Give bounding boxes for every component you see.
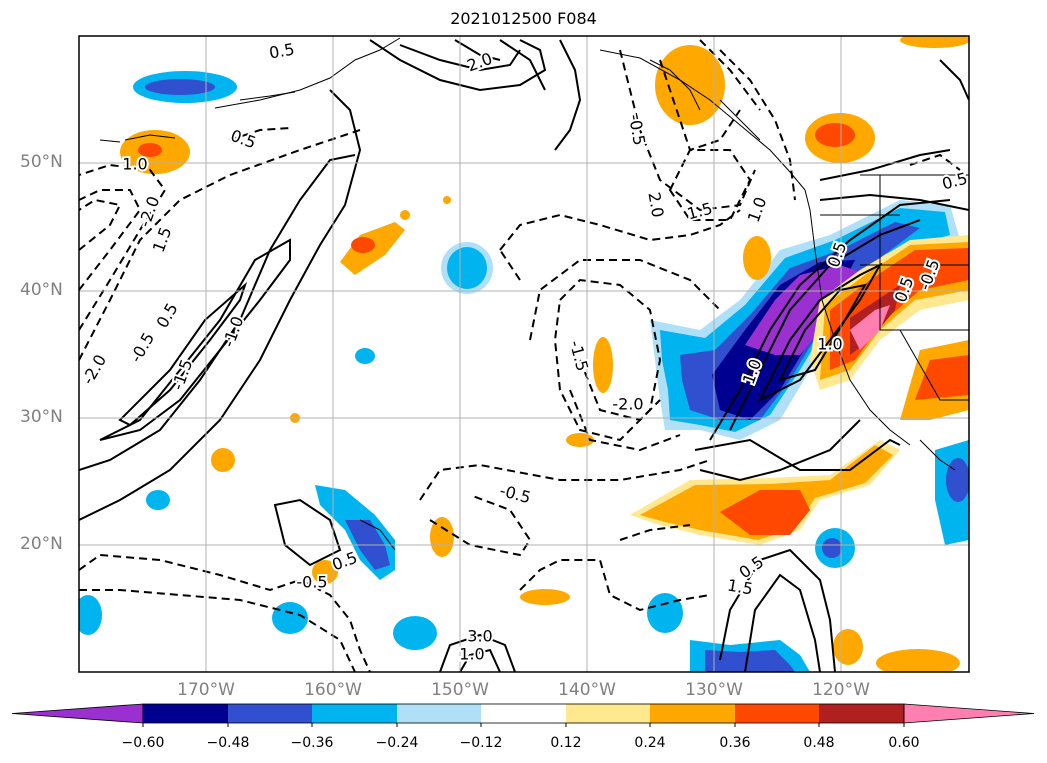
contour-label: -2.0 [612,395,643,414]
lat-label-50n: 50°N [20,152,63,172]
contour-label-halo: -2.0 [612,395,643,414]
contour-label: 2.0 [644,191,667,219]
colorbar-segment [566,704,650,723]
lon-label-150w: 150°W [431,680,489,700]
colorbar-segment [228,704,312,723]
negative-contours [79,39,961,672]
colorbar-tick-label: −0.36 [290,735,334,751]
lon-label-140w: 140°W [558,680,616,700]
lat-label-30n: 30°N [20,407,63,427]
lon-label-130w: 130°W [685,680,743,700]
colorbar-segment [397,704,481,723]
contour-label: 1.0 [817,335,842,354]
colorbar-extend-low [11,703,144,724]
colorbar-tick-label: 0.12 [550,735,582,751]
colorbar-frame [142,703,905,724]
lon-label-160w: 160°W [304,680,362,700]
contour-label: 1.0 [459,645,484,664]
contour-label: 1.5 [726,575,754,598]
colorbar-tick-label: −0.60 [121,735,165,751]
colorbar-tick-label: −0.48 [206,735,250,751]
colorbar-segment [819,704,904,723]
colorbar-tick-label: 0.24 [634,735,666,751]
map-frame [78,35,970,673]
colorbar-segment [735,704,819,723]
colorbar-segment [312,704,397,723]
contour-label-halo: 3.0 [467,627,492,646]
colorbar-segment [650,704,735,723]
colorbar-tick-label: −0.24 [375,735,419,751]
map-content [79,36,969,672]
contour-label-halo: 1.0 [122,155,147,174]
colorbar-tick-label: 0.60 [888,735,920,751]
positive-contours [79,39,969,672]
colorbar [11,703,1035,727]
colorbar-segment [143,704,228,723]
lat-label-40n: 40°N [20,280,63,300]
colorbar-tick-label: −0.12 [459,735,503,751]
colorbar-segment [481,704,566,723]
contour-label: 1.0 [122,155,147,174]
lon-label-120w: 120°W [812,680,870,700]
contour-label: -0.5 [296,573,327,592]
contour-label: 3.0 [467,627,492,646]
contour-label-halo: 1.5 [726,575,754,598]
contour-label-halo: 1.0 [459,645,484,664]
contour-label-halo: 1.0 [817,335,842,354]
contour-label-halo: -0.5 [625,113,649,147]
contour-label-halo: -0.5 [296,573,327,592]
colorbar-tick-label: 0.48 [803,735,835,751]
lon-label-170w: 170°W [177,680,235,700]
grid-lines [79,36,969,672]
contour-label: 0.5 [268,39,296,62]
colorbar-extend-high [903,703,1035,724]
colorbar-tick-label: 0.36 [719,735,751,751]
lat-label-20n: 20°N [20,534,63,554]
chart-title: 2021012500 F084 [450,9,597,28]
